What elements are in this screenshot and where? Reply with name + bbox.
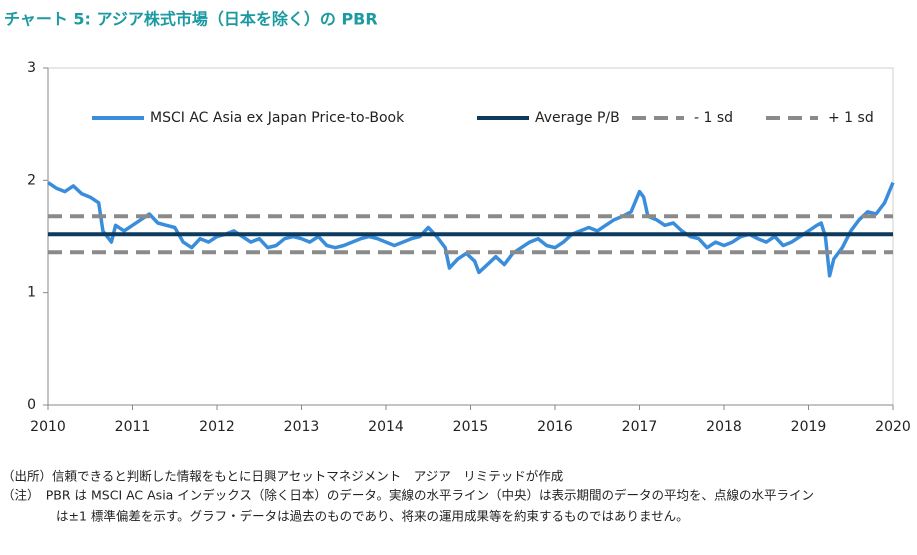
x-tick-label: 2018	[706, 419, 742, 435]
x-tick-label: 2019	[791, 419, 827, 435]
legend-label: - 1 sd	[694, 110, 733, 126]
y-tick-label: 1	[27, 285, 36, 301]
chart-title: チャート 5: アジア株式市場（日本を除く）の PBR	[4, 10, 378, 29]
x-tick-label: 2016	[537, 419, 573, 435]
footnote: （出所）信頼できると判断した情報をもとに日興アセットマネジメント アジア リミテ…	[2, 469, 563, 484]
footnote: は±1 標準偏差を示す。グラフ・データは過去のものであり、将来の運用成果等を約束…	[56, 509, 689, 524]
x-tick-label: 2020	[875, 419, 911, 435]
x-tick-label: 2010	[30, 419, 66, 435]
x-tick-label: 2017	[622, 419, 658, 435]
series-line	[47, 181, 895, 278]
x-tick-label: 2014	[368, 419, 404, 435]
x-tick-label: 2013	[284, 419, 320, 435]
x-tick-label: 2015	[453, 419, 489, 435]
y-tick-label: 2	[27, 172, 36, 188]
y-tick-label: 0	[27, 397, 36, 413]
x-tick-label: 2012	[199, 419, 235, 435]
legend-label: MSCI AC Asia ex Japan Price-to-Book	[150, 110, 405, 126]
y-tick-label: 3	[27, 60, 36, 76]
footnote: （注） PBR は MSCI AC Asia インデックス（除く日本）のデータ。…	[2, 488, 814, 503]
legend-label: Average P/B	[535, 110, 620, 126]
x-tick-label: 2011	[115, 419, 151, 435]
legend-label: + 1 sd	[828, 110, 874, 126]
